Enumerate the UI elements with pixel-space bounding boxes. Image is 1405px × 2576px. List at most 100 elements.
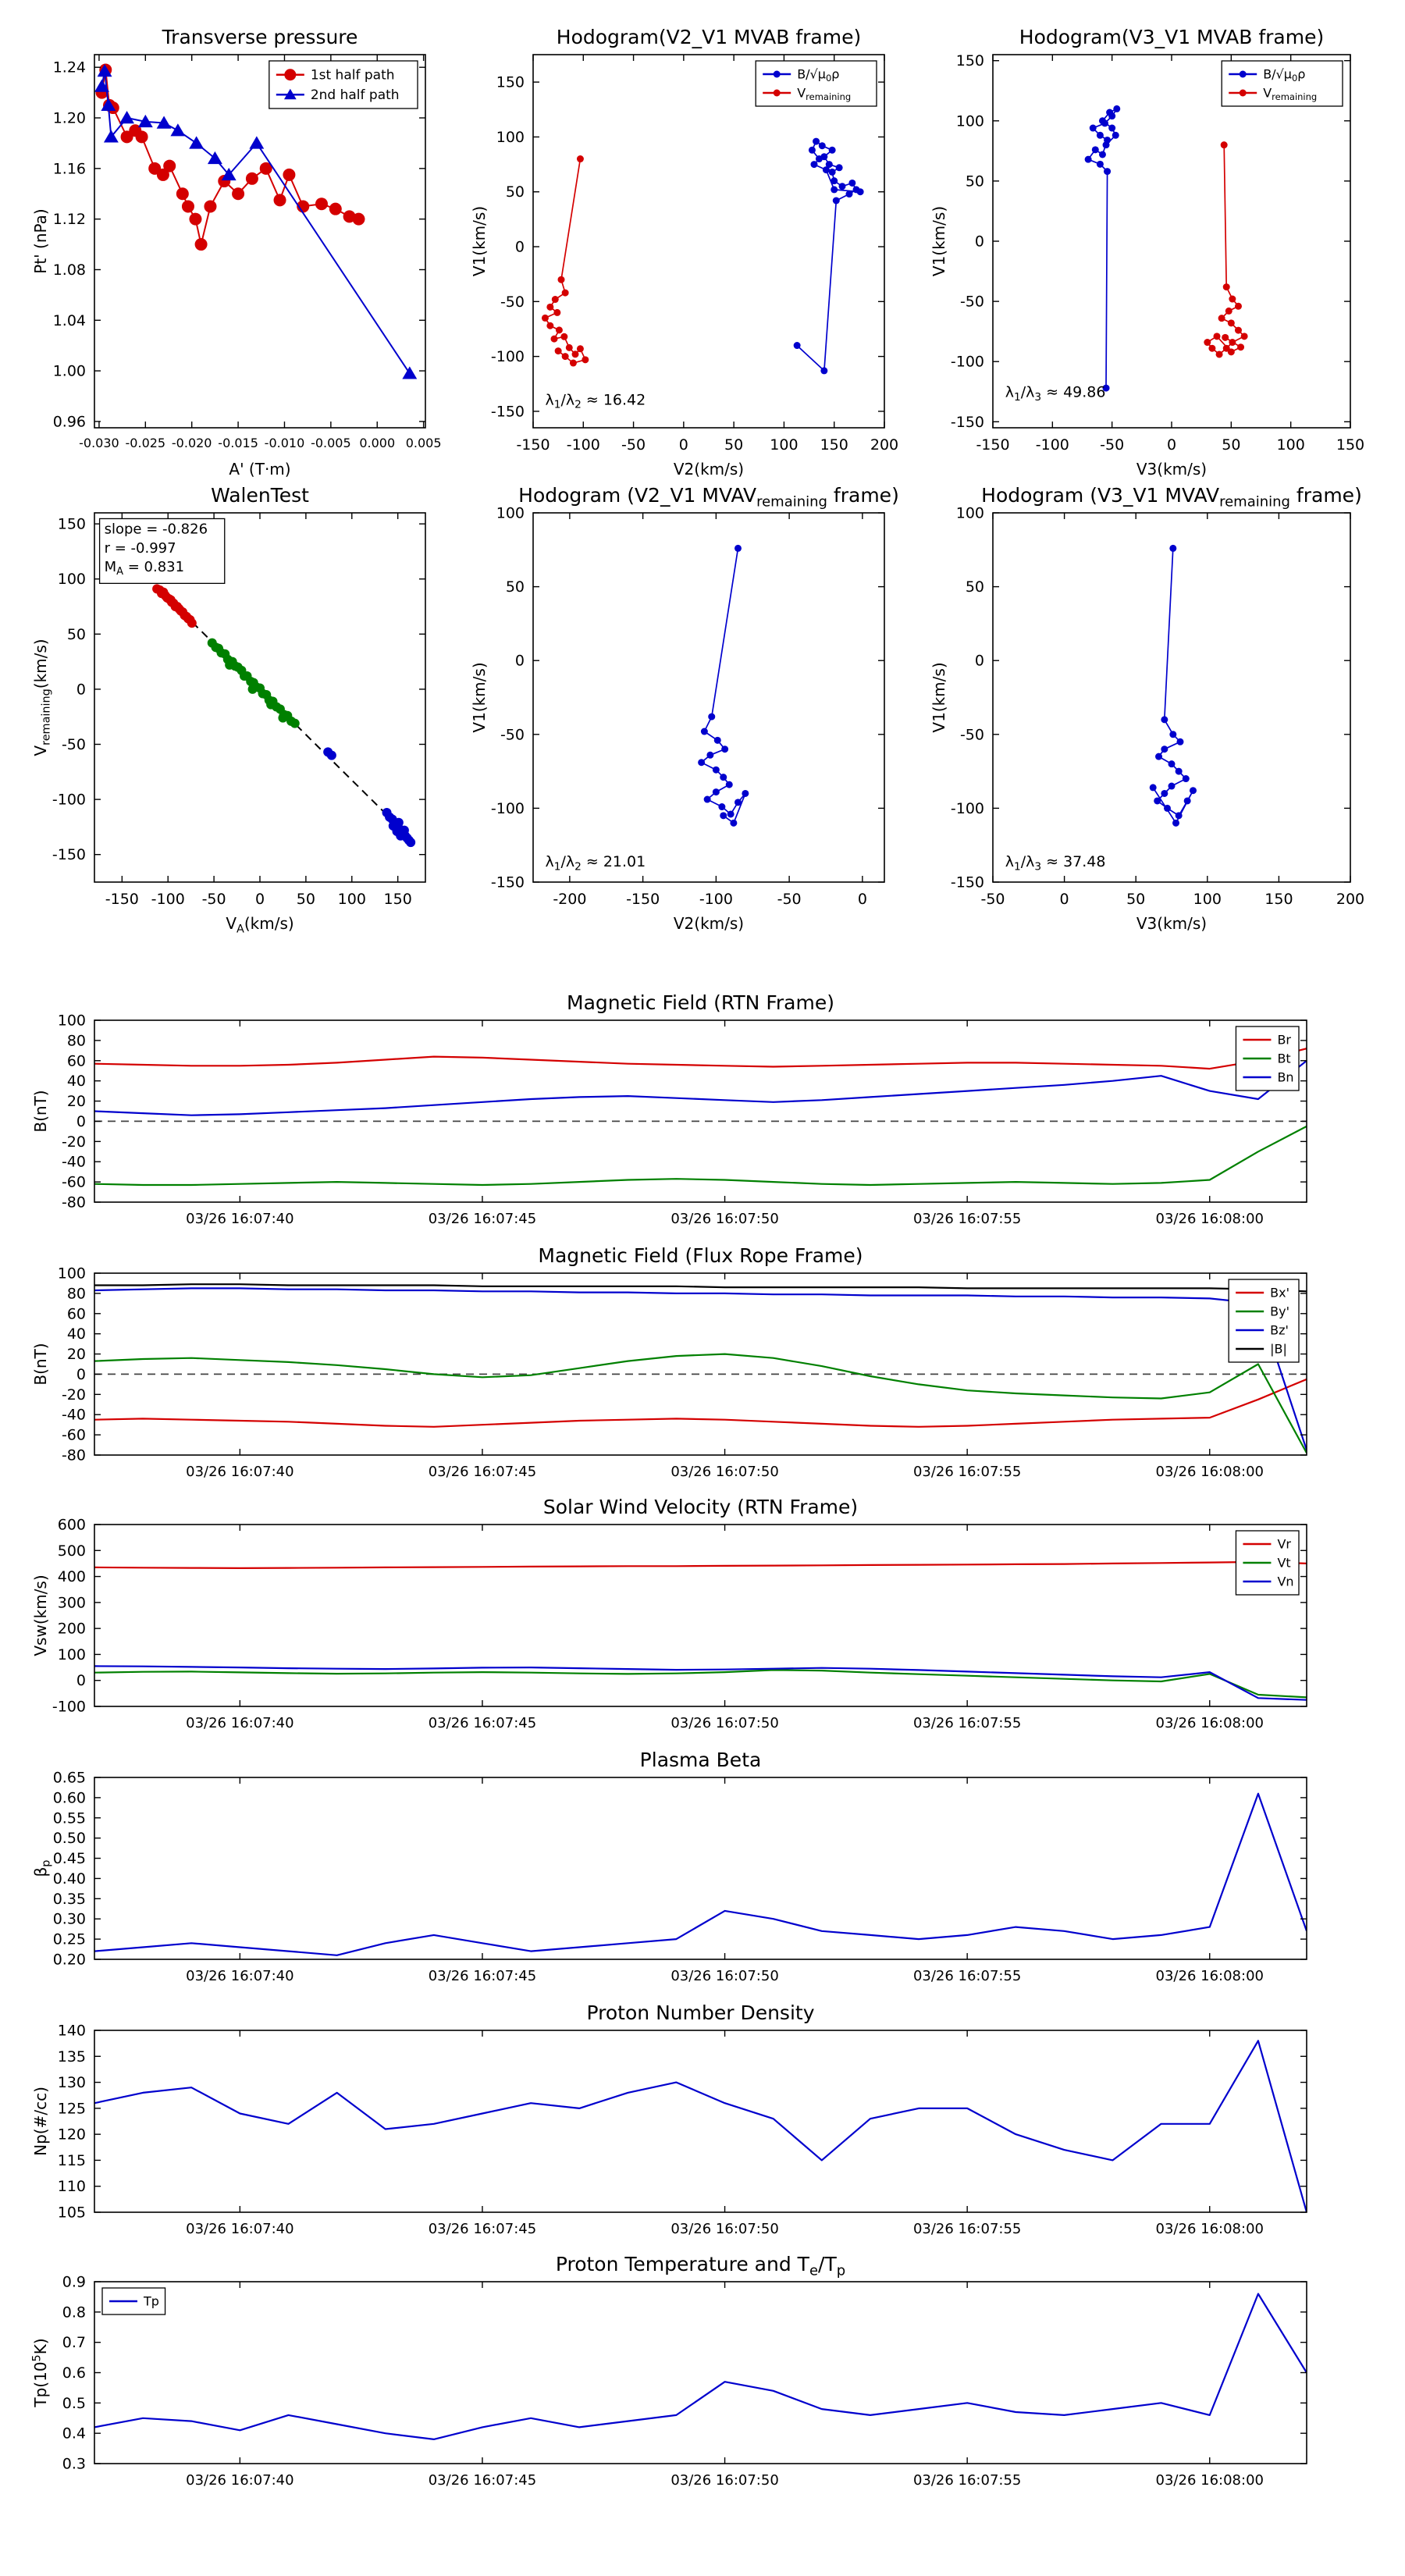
x-axis-label: V3(km/s) (1136, 914, 1207, 933)
y-axis-label: B(nT) (31, 1343, 50, 1385)
marker-2nd half path (103, 130, 119, 143)
marker-V-remaining (576, 345, 584, 353)
y-tick-label: 0.65 (53, 1770, 86, 1787)
marker-trace (1154, 797, 1161, 805)
x-tick-label: 100 (1193, 891, 1222, 908)
marker-trace (1168, 782, 1176, 790)
y-tick-label: -40 (62, 1407, 86, 1424)
marker-V-remaining (546, 303, 554, 311)
y-axis-label: V1(km/s) (930, 662, 948, 732)
x-tick-label: 50 (1126, 891, 1145, 908)
marker-B-sqrt-mu0rho (831, 186, 838, 194)
series-group (94, 1792, 1307, 1956)
x-tick-label: 0.005 (406, 436, 442, 450)
panel-solar-wind-velocity: 03/26 16:07:40 03/26 16:07:45 03/26 16:07:… (31, 1496, 1307, 1731)
panel-plasma-beta: 03/26 16:07:40 03/26 16:07:45 03/26 16:07:… (31, 1749, 1307, 1984)
marker-trace (1161, 716, 1168, 724)
x-tick-label: 100 (1277, 436, 1305, 454)
y-axis-label: Vsw(km/s) (31, 1574, 50, 1656)
marker-V-remaining (554, 347, 562, 355)
legend-label: By' (1270, 1304, 1289, 1319)
marker-V-remaining (1204, 339, 1211, 347)
x-tick-label: 03/26 16:07:55 (913, 2221, 1021, 2237)
marker-trace (700, 728, 708, 735)
y-tick-label: 115 (58, 2152, 86, 2169)
panel-hodogram-v3v1-mvav: -50 0 50 100 150 200-150-100-50050100Hodogram… (930, 484, 1364, 933)
svg-text:slope = -0.826: slope = -0.826 (105, 521, 208, 538)
marker-V-remaining (1234, 302, 1242, 310)
legend-label: B/√μ0ρ (797, 67, 839, 84)
panel-title: WalenTest (211, 484, 309, 507)
x-tick-label: -50 (980, 891, 1005, 908)
y-tick-label: 50 (506, 578, 525, 596)
x-tick-label: 03/26 16:07:45 (429, 1211, 536, 1227)
x-tick-label: 03/26 16:08:00 (1156, 1464, 1264, 1480)
legend-label: Bt (1277, 1051, 1290, 1066)
annotation: λ1/λ2 ≈ 21.01 (546, 853, 646, 873)
y-tick-label: 0.5 (62, 2395, 86, 2412)
marker-V-remaining (546, 322, 554, 329)
x-tick-label: 50 (297, 891, 315, 908)
series-Br (94, 1048, 1307, 1070)
axes-frame (532, 512, 885, 883)
marker-last-third (399, 825, 409, 835)
y-tick-label: -150 (951, 414, 984, 431)
x-tick-label: 03/26 16:07:50 (670, 1211, 778, 1227)
x-tick-label: 0 (1167, 436, 1176, 454)
marker-B-sqrt-mu0rho (1106, 109, 1114, 116)
marker-1st half path (204, 200, 217, 213)
x-tick-label: 03/26 16:07:40 (186, 2472, 293, 2489)
marker-V-remaining (569, 359, 577, 367)
marker-V-remaining (557, 276, 565, 283)
y-axis-label: Vremaining(km/s) (31, 639, 52, 756)
series-group (94, 2293, 1307, 2440)
axes-frame (94, 1272, 1307, 1456)
x-tick-label: 03/26 16:07:40 (186, 1968, 293, 1984)
y-tick-label: 0 (76, 1113, 86, 1130)
axes-frame (94, 1019, 1307, 1203)
y-tick-label: 100 (58, 1646, 86, 1663)
y-tick-label: 400 (58, 1568, 86, 1585)
y-tick-label: 1.16 (53, 160, 86, 177)
marker-1st half path (352, 212, 365, 226)
series-group (94, 2040, 1307, 2212)
y-tick-label: 0.3 (62, 2456, 86, 2473)
y-tick-label: 0 (975, 233, 984, 251)
marker-V-remaining (565, 343, 573, 351)
y-axis-label: V1(km/s) (930, 206, 948, 276)
legend: Br Bt Bn (1235, 1026, 1300, 1091)
y-tick-label: 60 (67, 1052, 86, 1069)
x-tick-label: 0 (255, 891, 265, 908)
y-tick-label: 600 (58, 1517, 86, 1534)
marker-B-sqrt-mu0rho (856, 188, 864, 196)
axes-background (533, 513, 884, 882)
y-tick-label: 0.96 (53, 413, 86, 430)
legend-label: Vt (1277, 1556, 1290, 1571)
y-tick-label: -100 (52, 1699, 86, 1716)
x-tick-label: -0.015 (218, 436, 258, 450)
y-axis-label: βp (31, 1860, 52, 1877)
panel-title: Proton Number Density (587, 2001, 815, 2024)
axes-frame (94, 54, 426, 429)
legend-label: Bz' (1270, 1323, 1289, 1338)
marker-1st half path (135, 130, 148, 144)
marker-last-third (326, 750, 336, 760)
y-tick-label: -150 (951, 874, 984, 891)
marker-B-sqrt-mu0rho (815, 155, 823, 163)
x-tick-label: 50 (724, 436, 743, 454)
y-axis-label: Np(#/cc) (31, 2087, 50, 2156)
y-tick-label: 1.00 (53, 363, 86, 380)
panel-proton-temperature: 03/26 16:07:40 03/26 16:07:45 03/26 16:07:… (30, 2253, 1307, 2489)
x-axis-label: A' (T·m) (229, 460, 290, 479)
y-axis-label: V1(km/s) (470, 662, 489, 732)
panel-title: Plasma Beta (640, 1749, 762, 1771)
panel-title: Hodogram(V3_V1 MVAB frame) (1019, 26, 1324, 48)
marker-B-sqrt-mu0rho (1098, 151, 1106, 158)
marker-trace (1175, 767, 1183, 775)
x-tick-label: -100 (1036, 436, 1069, 454)
marker-2nd half path (94, 79, 109, 92)
marker-2nd half path (156, 116, 172, 129)
marker-trace (1183, 797, 1191, 805)
y-tick-label: 0.25 (53, 1931, 86, 1948)
x-tick-label: -0.030 (79, 436, 119, 450)
